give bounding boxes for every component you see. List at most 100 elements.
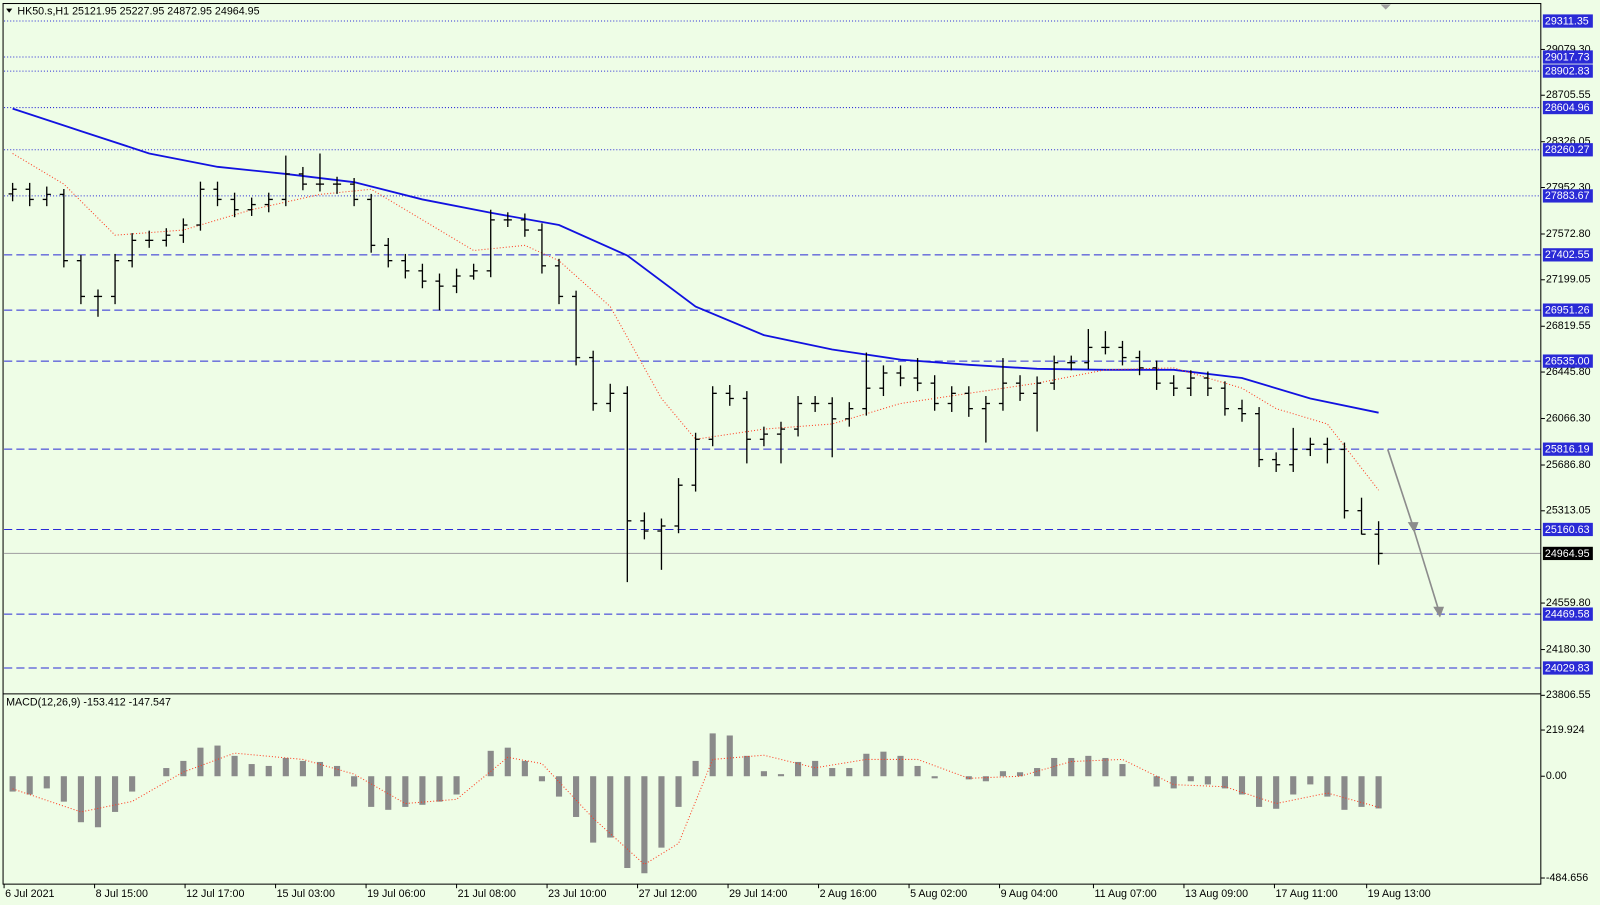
level-label-box	[1542, 100, 1593, 115]
level-label-box	[1542, 303, 1593, 317]
macd-bar	[129, 776, 136, 792]
macd-bar	[1204, 776, 1211, 785]
level-label: 29311.35	[1545, 15, 1589, 27]
level-label-box	[1542, 143, 1593, 157]
macd-bar	[538, 776, 545, 782]
level-label: 26535.00	[1545, 355, 1590, 367]
arrow-head	[1407, 522, 1419, 533]
macd-bar	[1341, 776, 1348, 810]
x-tick-label: 6 Jul 2021	[5, 888, 54, 900]
macd-bar	[231, 755, 238, 777]
macd-bar	[914, 765, 921, 777]
macd-bar	[1153, 776, 1160, 787]
macd-bar	[573, 776, 580, 817]
x-tick-label: 21 Jul 08:00	[458, 888, 516, 900]
macd-bar	[982, 776, 989, 782]
macd-bar	[521, 760, 528, 777]
macd-bar	[897, 755, 904, 777]
level-label: 24469.58	[1545, 608, 1590, 620]
macd-bar	[94, 776, 102, 828]
macd-bar	[248, 764, 255, 777]
macd-bar	[965, 776, 972, 780]
macd-bar	[1358, 776, 1365, 807]
level-label-box	[1542, 14, 1593, 28]
macd-bar	[692, 760, 699, 777]
macd-bar	[999, 771, 1007, 777]
macd-bar	[197, 747, 204, 777]
arrow-segment	[1413, 530, 1440, 611]
macd-bar	[1102, 757, 1109, 777]
signal-line	[12, 752, 1379, 866]
level-label-box	[1542, 442, 1593, 456]
macd-bar	[846, 768, 853, 777]
arrow-head	[1433, 606, 1445, 618]
macd-bar	[1170, 776, 1177, 789]
macd-bar	[1221, 776, 1228, 789]
macd-bar	[863, 753, 870, 777]
y-tick-label: 219.924	[1546, 724, 1585, 736]
macd-bar	[1051, 757, 1058, 777]
macd-bar	[777, 774, 785, 777]
shift-marker[interactable]	[1380, 4, 1391, 10]
y-tick-label: 24559.80	[1546, 597, 1591, 609]
macd-bar	[112, 776, 119, 812]
level-label: 26951.26	[1545, 304, 1590, 316]
macd-bar	[1256, 776, 1263, 807]
y-tick-label: 25313.05	[1546, 505, 1591, 517]
macd-bar	[880, 751, 887, 777]
macd-bar	[709, 733, 716, 777]
y-tick-label: 26819.55	[1546, 320, 1591, 332]
macd-bar	[77, 776, 84, 823]
macd-bar	[1187, 776, 1194, 782]
macd-bar	[351, 776, 358, 787]
macd-bar	[60, 776, 67, 802]
level-label: 24029.83	[1545, 662, 1590, 674]
collapse-icon[interactable]	[6, 8, 13, 13]
macd-bar	[624, 776, 631, 869]
y-tick-label: 26445.80	[1546, 366, 1591, 378]
macd-bar	[1273, 776, 1280, 809]
level-label: 25160.63	[1545, 524, 1590, 536]
x-tick-label: 29 Jul 14:00	[729, 888, 787, 900]
x-tick-label: 15 Jul 03:00	[277, 888, 335, 900]
macd-bar	[795, 761, 802, 777]
macd-bar	[931, 776, 938, 779]
y-tick-label: 23806.55	[1546, 689, 1591, 701]
level-label: 28604.96	[1545, 102, 1590, 114]
x-tick-label: 13 Aug 09:00	[1185, 888, 1248, 900]
macd-bar	[641, 776, 648, 874]
x-tick-label: 2 Aug 16:00	[820, 888, 877, 900]
macd-bar	[504, 747, 511, 777]
chart-title: HK50.s,H1 25121.95 25227.95 24872.95 249…	[17, 6, 259, 18]
trend-arrow[interactable]	[1386, 449, 1445, 618]
macd-bar	[726, 735, 733, 777]
macd-bar	[675, 776, 682, 807]
macd-bar	[436, 776, 443, 802]
y-tick-label: 25686.80	[1546, 459, 1591, 471]
level-label: 28902.83	[1545, 65, 1590, 77]
y-tick-label: 24180.30	[1546, 643, 1591, 655]
x-tick-label: 8 Jul 15:00	[96, 888, 148, 900]
level-label-box	[1542, 248, 1593, 262]
level-label-box	[1542, 50, 1593, 64]
macd-bar	[43, 776, 50, 789]
macd-bar	[214, 745, 221, 777]
macd-bar	[180, 760, 187, 777]
moving-average	[12, 153, 1380, 491]
macd-bar	[760, 771, 767, 777]
macd-bar	[333, 765, 341, 777]
x-tick-label: 17 Aug 11:00	[1275, 888, 1337, 900]
frame	[2, 3, 1542, 885]
y-tick-label: 28705.55	[1546, 89, 1591, 101]
macd-bar	[402, 776, 409, 807]
macd-bar	[163, 768, 170, 777]
macd-bar	[419, 776, 426, 805]
y-tick-label: 27572.80	[1546, 228, 1591, 240]
arrow-segment	[1386, 449, 1415, 528]
price-plot: 29079.3028705.5528326.0527952.3027572.80…	[3, 14, 1593, 900]
current-price-box	[1542, 546, 1593, 561]
macd-bar	[607, 776, 614, 838]
x-tick-label: 12 Jul 17:00	[186, 888, 244, 900]
